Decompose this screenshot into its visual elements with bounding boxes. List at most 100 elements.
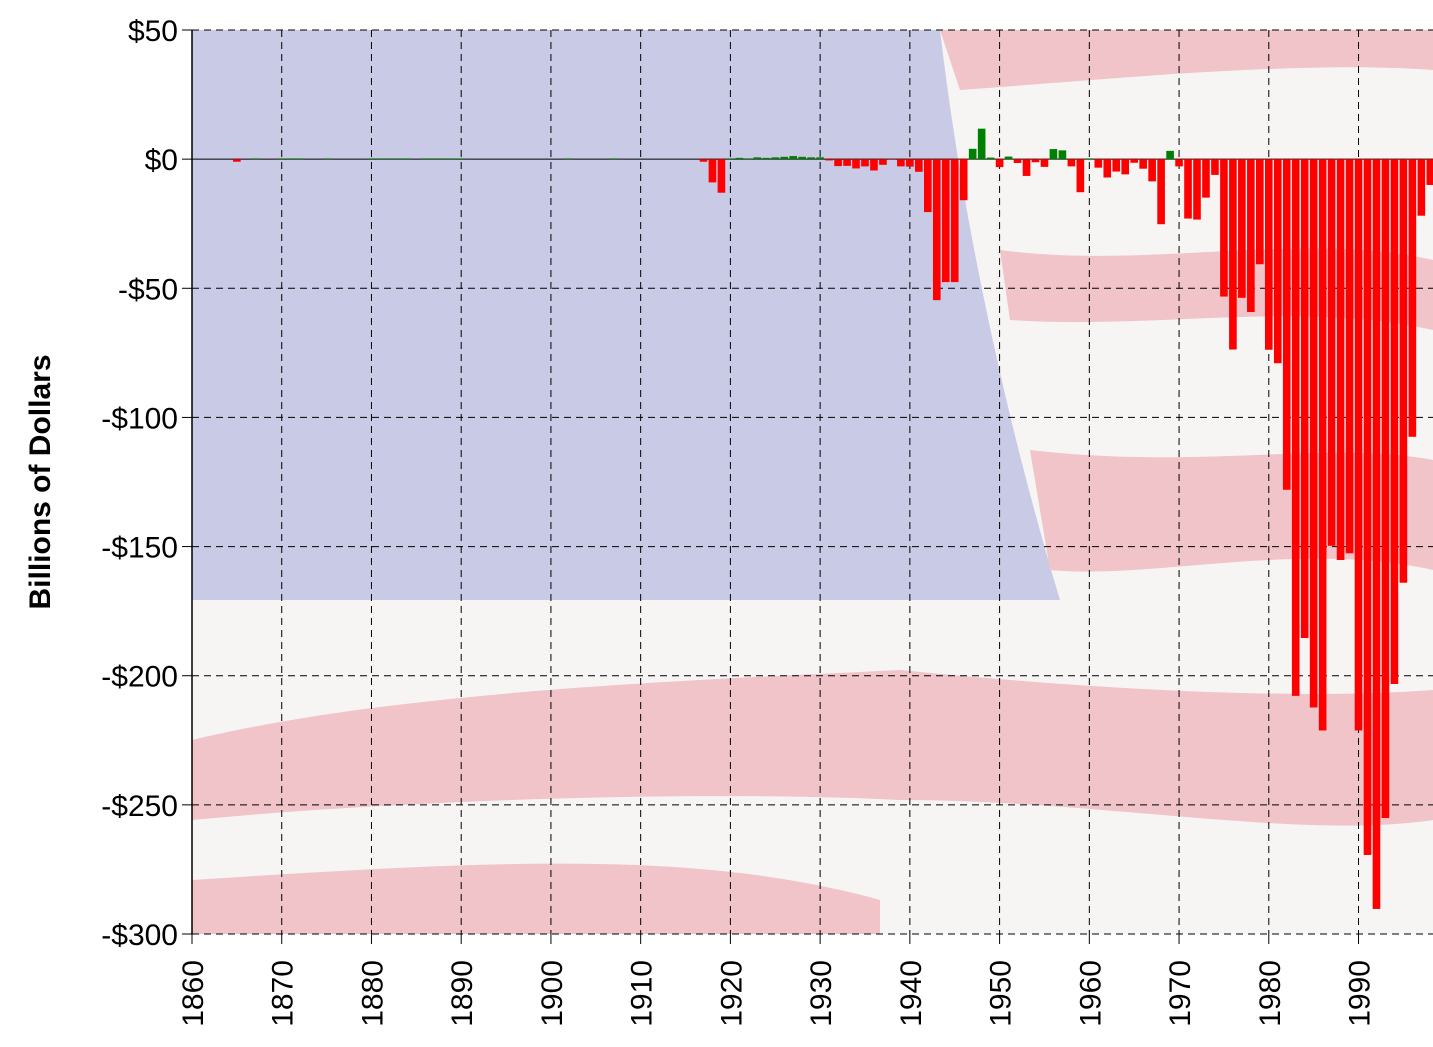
y-tick-label: $50 bbox=[128, 15, 178, 48]
bar bbox=[1050, 149, 1058, 159]
bar bbox=[825, 159, 833, 160]
bar bbox=[251, 158, 259, 159]
bar bbox=[978, 129, 986, 159]
bar bbox=[933, 159, 941, 300]
bar bbox=[1337, 159, 1345, 560]
bar bbox=[915, 159, 923, 172]
bar bbox=[1175, 159, 1183, 166]
chart: Billions of Dollars -$300-$250-$200-$150… bbox=[0, 0, 1433, 1047]
bar bbox=[996, 159, 1004, 167]
bar bbox=[457, 158, 465, 159]
x-tick-label: 1880 bbox=[356, 960, 389, 1027]
bar bbox=[1274, 159, 1282, 363]
bar bbox=[1014, 159, 1022, 163]
y-tick-label: -$100 bbox=[101, 402, 178, 435]
bar bbox=[709, 159, 717, 182]
bar bbox=[843, 159, 851, 166]
y-tick-label: -$50 bbox=[118, 273, 178, 306]
x-tick-label: 1960 bbox=[1074, 960, 1107, 1027]
bar bbox=[1094, 159, 1102, 168]
y-tick-label: -$200 bbox=[101, 661, 178, 694]
bar bbox=[1409, 159, 1417, 437]
bar bbox=[745, 158, 753, 159]
bar bbox=[323, 158, 331, 159]
bar bbox=[771, 157, 779, 159]
bar bbox=[987, 158, 995, 160]
bar bbox=[1193, 159, 1201, 219]
bar bbox=[1184, 159, 1192, 218]
bar bbox=[296, 158, 304, 159]
x-tick-label: 1920 bbox=[715, 960, 748, 1027]
bar bbox=[1139, 159, 1147, 169]
bar bbox=[287, 158, 295, 159]
bar bbox=[1346, 159, 1354, 553]
x-tick-label: 1970 bbox=[1164, 960, 1197, 1027]
bar bbox=[377, 158, 385, 159]
bar bbox=[1256, 159, 1264, 264]
bar bbox=[700, 159, 708, 162]
bar bbox=[888, 159, 896, 160]
bar bbox=[754, 157, 762, 159]
bar bbox=[421, 158, 429, 159]
bar bbox=[762, 158, 770, 159]
flag-background bbox=[192, 30, 1433, 934]
bar bbox=[969, 149, 977, 159]
bar bbox=[736, 158, 744, 159]
bar bbox=[951, 159, 959, 282]
bar bbox=[1247, 159, 1255, 312]
bar bbox=[1211, 159, 1219, 175]
bar bbox=[718, 159, 726, 193]
bar bbox=[278, 158, 286, 159]
bar bbox=[404, 158, 412, 159]
bar bbox=[1103, 159, 1111, 177]
bar bbox=[1310, 159, 1318, 707]
x-tick-label: 1890 bbox=[446, 960, 479, 1027]
x-tick-label: 1990 bbox=[1344, 960, 1377, 1027]
bar bbox=[861, 159, 869, 166]
y-axis-title: Billions of Dollars bbox=[24, 354, 57, 609]
bar bbox=[807, 157, 815, 159]
bar bbox=[906, 159, 914, 166]
bar bbox=[1005, 157, 1013, 160]
bar bbox=[1086, 158, 1094, 159]
bar bbox=[610, 158, 618, 159]
x-tick-label: 1940 bbox=[895, 960, 928, 1027]
bar bbox=[1238, 159, 1246, 298]
bar bbox=[1130, 159, 1138, 163]
bar bbox=[1283, 159, 1291, 490]
bar bbox=[816, 157, 824, 159]
bar bbox=[233, 159, 241, 162]
bar bbox=[1364, 159, 1372, 855]
bar bbox=[1032, 159, 1040, 162]
bar bbox=[1319, 159, 1327, 730]
bar bbox=[897, 159, 905, 166]
bar bbox=[780, 157, 788, 159]
bar bbox=[1426, 159, 1433, 185]
bar bbox=[942, 159, 950, 282]
bar bbox=[960, 159, 968, 200]
bar bbox=[395, 158, 403, 159]
bar bbox=[1355, 159, 1363, 730]
bar bbox=[1023, 159, 1031, 176]
bar bbox=[439, 158, 447, 159]
bar bbox=[368, 158, 376, 159]
x-tick-label: 1930 bbox=[805, 960, 838, 1027]
bar bbox=[870, 159, 878, 170]
bar bbox=[1373, 159, 1381, 909]
x-tick-label: 1910 bbox=[626, 960, 659, 1027]
bar bbox=[834, 159, 842, 166]
bar bbox=[1121, 159, 1129, 174]
bar bbox=[1391, 159, 1399, 684]
bar bbox=[1068, 159, 1076, 166]
bar bbox=[1301, 159, 1309, 638]
y-tick-label: -$300 bbox=[101, 919, 178, 952]
bar bbox=[1202, 159, 1210, 197]
y-tick-label: -$150 bbox=[101, 532, 178, 565]
bar bbox=[1382, 159, 1390, 818]
bar bbox=[789, 156, 797, 159]
bar bbox=[1328, 159, 1336, 546]
x-tick-label: 1950 bbox=[985, 960, 1018, 1027]
bar bbox=[1148, 159, 1156, 181]
bar bbox=[852, 159, 860, 168]
bar bbox=[386, 158, 394, 159]
